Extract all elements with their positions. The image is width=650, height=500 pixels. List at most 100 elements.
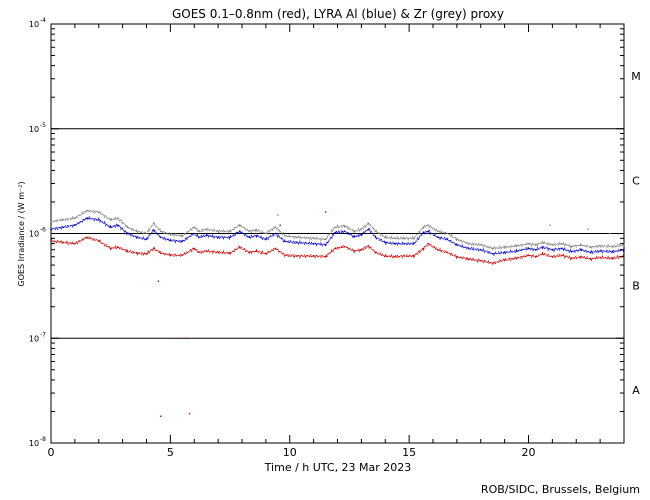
x-tick-label: 20 (522, 446, 536, 459)
y-tick-exponent: -4 (40, 17, 46, 24)
data-point (403, 242, 406, 245)
data-point (205, 228, 207, 230)
data-point (403, 255, 406, 257)
data-point (374, 251, 377, 254)
data-point (296, 241, 298, 244)
data-point (198, 251, 200, 254)
data-point (284, 254, 286, 257)
outlier-point (279, 224, 281, 226)
data-point (353, 250, 356, 252)
data-point (97, 219, 100, 221)
data-point (50, 240, 52, 242)
data-point (274, 226, 277, 228)
data-point (599, 245, 601, 247)
data-point (436, 248, 439, 251)
flare-class-labels: A B C M (631, 70, 641, 397)
data-point (503, 259, 506, 261)
data-point (436, 236, 439, 239)
data-point (599, 256, 601, 259)
data-point (360, 234, 363, 236)
data-point (238, 230, 241, 233)
data-point (160, 236, 162, 239)
data-point (561, 242, 563, 245)
data-point (403, 237, 406, 240)
x-tick-label: 5 (167, 446, 174, 459)
data-point (479, 248, 482, 251)
data-point (534, 248, 537, 251)
data-point (394, 242, 396, 245)
data-point (353, 230, 356, 233)
data-point (561, 254, 563, 257)
data-point (353, 236, 356, 238)
data-point (193, 247, 196, 250)
y-tick-label: 10 (29, 20, 39, 29)
outlier-point (608, 232, 611, 235)
data-point (255, 235, 258, 237)
data-point (181, 235, 184, 237)
data-point (446, 251, 449, 254)
data-point (117, 224, 119, 227)
data-point (374, 230, 377, 233)
data-point (427, 224, 430, 227)
data-point (145, 232, 148, 235)
data-point (255, 250, 258, 252)
data-point (324, 238, 327, 241)
data-point (515, 257, 518, 260)
series-line-2 (50, 215, 625, 257)
data-point (384, 255, 387, 257)
data-point (343, 225, 346, 227)
data-point (169, 254, 172, 257)
data-point (193, 232, 196, 235)
data-point (152, 222, 155, 225)
data-point (217, 251, 219, 254)
data-point (169, 233, 172, 236)
data-point (136, 252, 138, 254)
x-tick-label: 15 (402, 446, 416, 459)
data-point (296, 255, 298, 257)
data-point (74, 217, 76, 219)
data-point (274, 232, 277, 235)
data-point (198, 230, 200, 233)
data-point (324, 255, 327, 258)
y-axis-label: GOES Irradiance / (W m⁻²) (17, 181, 26, 286)
data-point (427, 230, 430, 233)
data-point (238, 224, 241, 227)
data-point (611, 257, 613, 260)
data-point (284, 235, 286, 237)
data-point (324, 244, 327, 246)
data-point (542, 253, 544, 255)
flare-class-label-m: M (631, 70, 641, 83)
data-point (126, 232, 129, 235)
series-line-3 (50, 235, 625, 266)
data-point (551, 248, 554, 251)
flare-class-label-a: A (632, 384, 640, 397)
data-point (74, 242, 76, 245)
data-point (126, 250, 129, 252)
data-point (479, 244, 482, 246)
flare-class-label-b: B (632, 279, 640, 292)
data-point (145, 253, 148, 255)
data-point (255, 229, 258, 231)
x-axis-ticks: 0 5 10 15 20 (48, 24, 625, 459)
data-point (274, 247, 277, 250)
outlier-point (160, 415, 162, 417)
data-point (334, 231, 336, 234)
data-point (160, 252, 162, 254)
data-point (589, 251, 592, 254)
data-point (394, 255, 396, 258)
outlier-point (277, 214, 279, 216)
data-point (534, 255, 537, 258)
data-point (446, 238, 449, 241)
data-point (527, 242, 530, 245)
outlier-point (157, 280, 160, 282)
data-point (126, 226, 129, 228)
series-line-1 (50, 208, 625, 251)
data-point (623, 244, 625, 246)
data-point (145, 238, 148, 241)
data-point (109, 219, 112, 221)
data-point (217, 230, 219, 233)
data-point (384, 236, 387, 239)
outlier-point (587, 228, 589, 230)
data-point (265, 238, 267, 241)
y-tick-label: 10 (29, 334, 39, 343)
